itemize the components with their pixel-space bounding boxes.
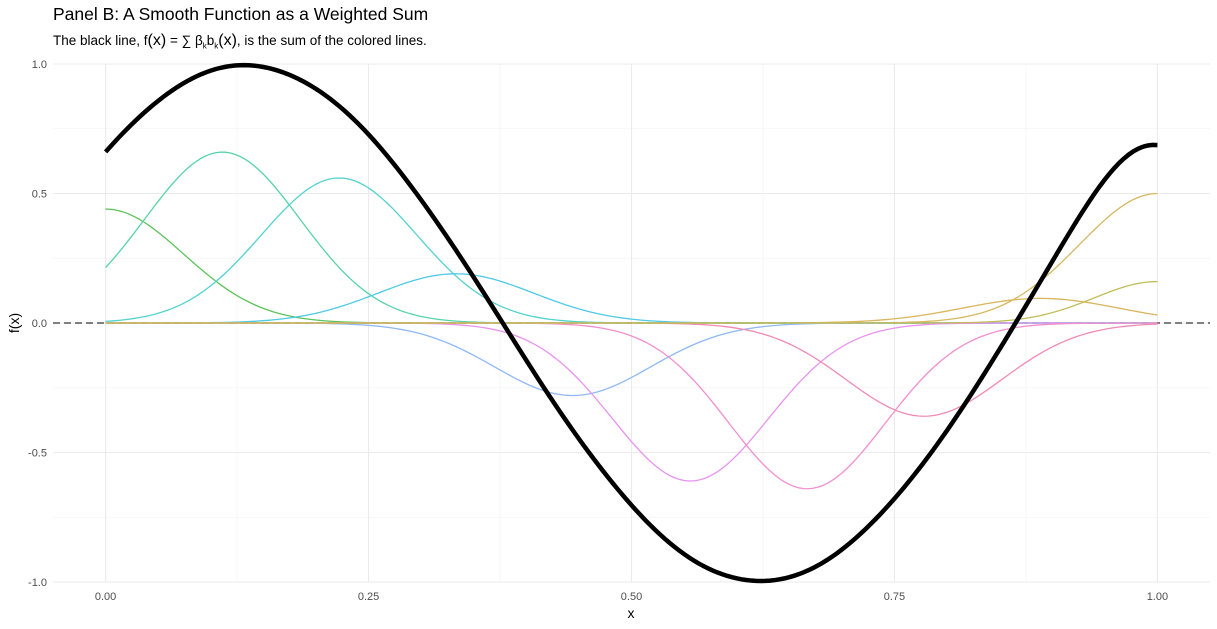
chart-subtitle: The black line, f(x) = ∑ βkbk(x), is the…: [53, 32, 427, 51]
total-function-line: [103, 62, 1158, 584]
basis-line-11: [105, 280, 1158, 324]
y-tick-label: -0.5: [28, 448, 47, 460]
x-tick-label: 1.00: [1147, 591, 1168, 603]
chart-title: Panel B: A Smooth Function as a Weighted…: [53, 4, 429, 24]
x-tick-label: 0.00: [95, 591, 116, 603]
y-tick-label: -1.0: [28, 577, 47, 589]
y-tick-label: 0.0: [32, 318, 47, 330]
x-tick-label: 0.75: [884, 591, 905, 603]
x-axis-label: x: [628, 605, 635, 621]
y-axis-ticks: -1.0 -0.5 0.0 0.5 1.0: [28, 59, 47, 589]
x-tick-label: 0.25: [358, 591, 379, 603]
y-tick-label: 1.0: [32, 59, 47, 71]
basis-series-layer: [105, 151, 1158, 490]
y-tick-label: 0.5: [32, 189, 47, 201]
y-axis-label: f(x): [6, 313, 22, 333]
x-tick-label: 0.50: [621, 591, 642, 603]
x-axis-ticks: 0.00 0.25 0.50 0.75 1.00: [95, 591, 1168, 603]
